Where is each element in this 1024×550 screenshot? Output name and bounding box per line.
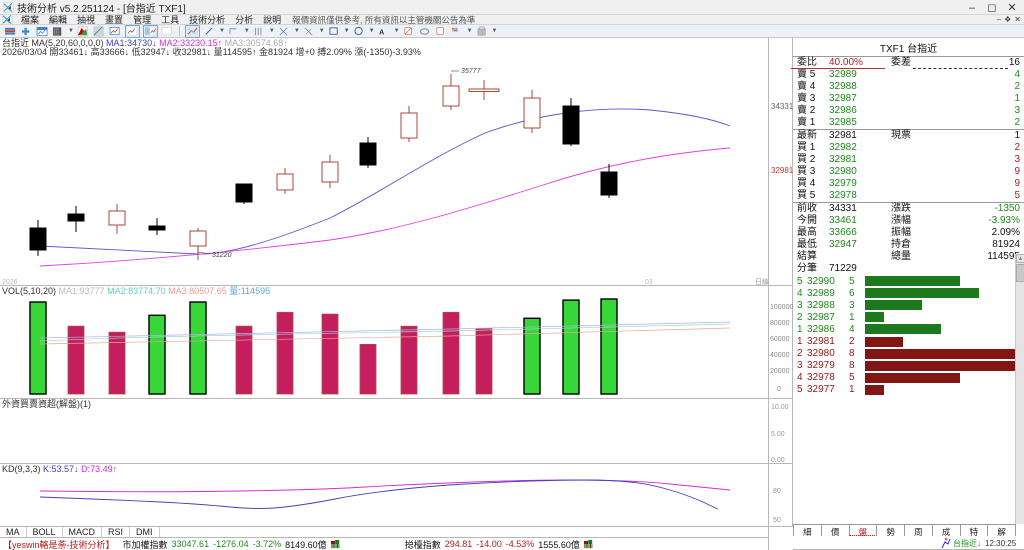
svg-text:35777: 35777 (461, 68, 482, 75)
svg-text:03: 03 (645, 279, 653, 286)
svg-text:A: A (379, 27, 385, 36)
svg-text:31220: 31220 (212, 252, 232, 259)
svg-text:日線: 日線 (755, 277, 769, 286)
svg-text:2026: 2026 (2, 279, 18, 286)
